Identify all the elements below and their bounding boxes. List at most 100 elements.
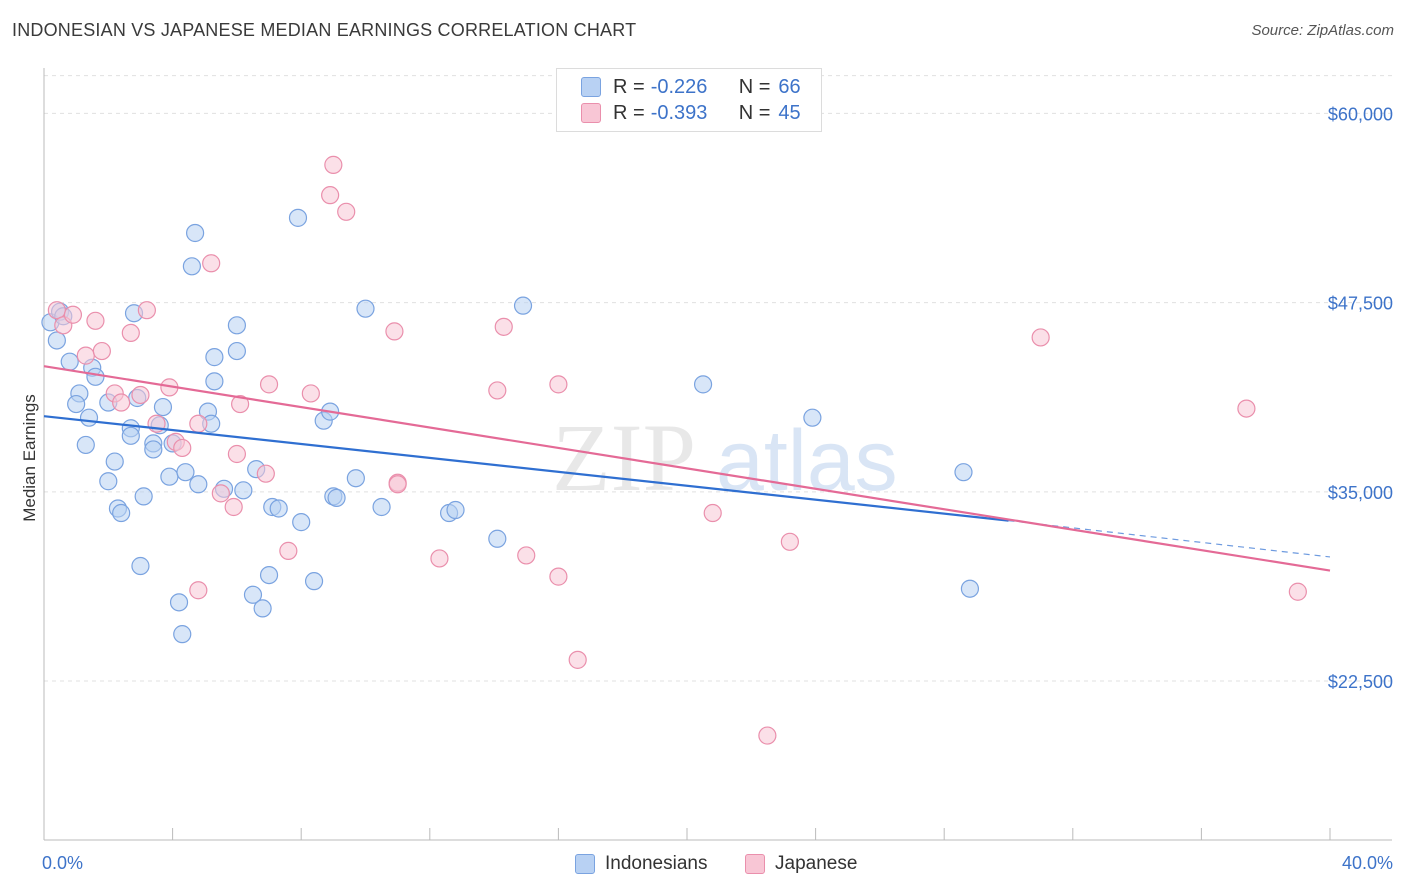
japanese-point (1237, 399, 1256, 418)
japanese-point (112, 393, 131, 412)
legend-n-label: N = (738, 75, 771, 98)
legend-n-value: 45 (778, 101, 801, 124)
indonesian-point (372, 497, 391, 517)
legend-n-value: 66 (778, 75, 801, 98)
japanese-point (189, 581, 208, 600)
japanese-point (494, 317, 513, 336)
legend-swatch-japanese (581, 103, 601, 123)
indonesian-point (803, 408, 822, 427)
japanese-point (430, 549, 449, 568)
indonesian-point (105, 452, 124, 471)
bottom-legend-label-indonesians: Indonesians (605, 853, 708, 874)
indonesian-point (131, 556, 150, 576)
japanese-point (131, 385, 150, 405)
trend-layer (43, 365, 1331, 572)
chart-title: INDONESIAN VS JAPANESE MEDIAN EARNINGS C… (12, 20, 637, 40)
japanese-point (173, 438, 192, 458)
indonesian-point (153, 397, 173, 417)
legend-r-label: R = (613, 75, 645, 98)
japanese-point (703, 503, 722, 523)
japanese-point (321, 186, 340, 205)
japanese-point (76, 346, 95, 365)
japanese-point (259, 375, 279, 394)
indonesian-point (205, 348, 224, 367)
indonesian-point (327, 488, 346, 507)
indonesians-trend-extension (1008, 520, 1331, 558)
indonesian-point (304, 572, 324, 591)
y-tick-label: $22,500 (1328, 672, 1393, 692)
indonesian-point (693, 375, 713, 394)
indonesian-point (227, 316, 246, 335)
y-tick-label: $35,000 (1328, 483, 1393, 503)
indonesian-point (269, 499, 288, 518)
japanese-point (385, 322, 404, 341)
japanese-point (758, 726, 777, 745)
legend-r-label: R = (613, 101, 645, 124)
watermark: ZIP atlas (552, 404, 898, 511)
bottom-legend-japanese: Japanese (745, 852, 857, 876)
indonesian-point (253, 599, 272, 618)
tick-labels: $22,500 $35,000 $47,500 $60,000 0.0% 40.0% (42, 104, 1393, 873)
indonesian-point (227, 341, 246, 361)
source-label: Source: ZipAtlas.com (1251, 22, 1394, 39)
bottom-legend-swatch-indonesians (575, 854, 595, 874)
japanese-point (549, 375, 568, 394)
y-tick-label: $60,000 (1328, 104, 1393, 124)
indonesian-point (86, 367, 105, 386)
legend-r-value: -0.226 (650, 75, 708, 98)
legend: R = -0.226 N = 66 R = -0.393 N = 45 (556, 68, 822, 132)
x-tick-label: 40.0% (1342, 853, 1393, 873)
indonesian-point (259, 565, 279, 585)
indonesian-point (446, 500, 465, 520)
indonesian-point (513, 296, 533, 315)
indonesian-point (189, 475, 208, 494)
x-tick-label: 0.0% (42, 853, 83, 873)
japanese-point (256, 464, 275, 483)
indonesian-point (121, 426, 140, 445)
japanese-point (137, 301, 156, 320)
indonesian-point (488, 529, 507, 548)
japanese-point (231, 394, 250, 414)
bottom-legend-indonesians: Indonesians (575, 852, 707, 876)
indonesian-point (186, 223, 205, 243)
indonesian-point (67, 394, 86, 414)
indonesian-point (346, 469, 365, 488)
japanese-point (189, 414, 208, 433)
indonesian-point (160, 467, 179, 486)
legend-swatch-indonesians (581, 77, 601, 97)
japanese-point (47, 301, 66, 320)
japanese-point (488, 381, 507, 400)
y-tick-label: $47,500 (1328, 294, 1393, 314)
indonesian-point (169, 593, 189, 612)
indonesian-point (176, 463, 195, 482)
indonesian-point (234, 481, 253, 500)
japanese-trend-line (43, 365, 1331, 572)
legend-row-indonesians: R = -0.226 N = 66 (581, 75, 801, 99)
indonesian-point (182, 257, 201, 276)
indonesians-trend-line (43, 415, 1009, 522)
japanese-point (517, 546, 536, 565)
japanese-point (92, 341, 111, 361)
japanese-point (279, 541, 298, 560)
japanese-point (1288, 582, 1307, 601)
indonesian-point (288, 208, 308, 227)
japanese-point (301, 384, 320, 403)
indonesian-point (99, 472, 118, 491)
indonesian-point (243, 585, 263, 604)
indonesian-point (60, 352, 79, 371)
japanese-point (211, 484, 230, 503)
indonesian-point (112, 503, 131, 523)
indonesian-point (144, 440, 163, 459)
japanese-point (324, 155, 343, 174)
legend-r-value: -0.393 (650, 101, 708, 124)
japanese-point (86, 311, 105, 330)
japanese-point (549, 567, 568, 586)
japanese-point (202, 254, 221, 273)
indonesian-point (47, 331, 66, 350)
japanese-point (63, 305, 83, 324)
japanese-point (227, 444, 246, 464)
japanese-point (1031, 328, 1050, 347)
indonesian-point (960, 579, 980, 598)
indonesian-point (134, 487, 153, 506)
